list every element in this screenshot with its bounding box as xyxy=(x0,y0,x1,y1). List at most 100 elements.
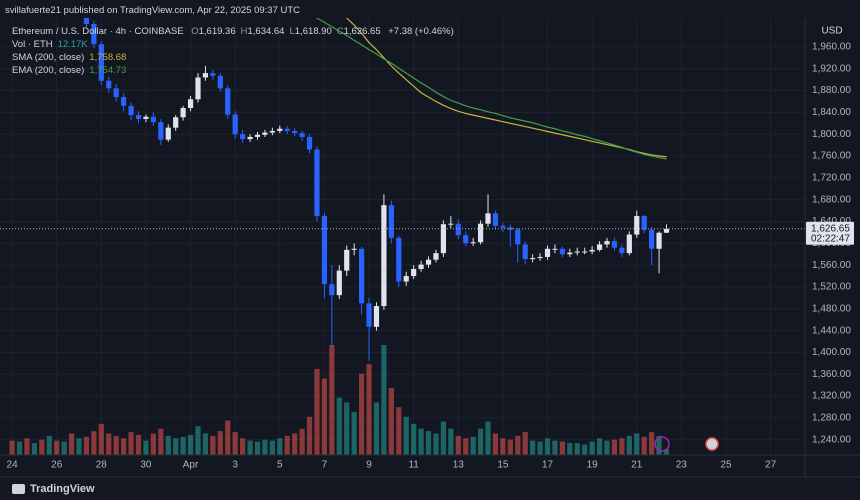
y-tick-label: 1,280.00 xyxy=(812,413,851,424)
volume-bar xyxy=(366,364,372,455)
x-tick-label: 28 xyxy=(96,460,108,471)
candle-body xyxy=(477,223,484,243)
volume-bar xyxy=(9,440,15,455)
volume-bar xyxy=(463,438,469,455)
candle-body xyxy=(284,128,290,131)
y-tick-label: 1,480.00 xyxy=(812,303,851,314)
volume-bar xyxy=(522,432,528,455)
x-tick-label: 15 xyxy=(497,460,509,471)
candle-body xyxy=(254,134,261,137)
volume-bar xyxy=(247,440,253,455)
volume-bar xyxy=(574,443,580,455)
volume-bar xyxy=(544,438,551,455)
candle-body xyxy=(336,270,342,296)
volume-bar xyxy=(351,411,357,455)
volume-bar xyxy=(269,440,275,455)
event-icon[interactable] xyxy=(705,437,719,451)
candle-body xyxy=(262,132,268,135)
candle-layer xyxy=(0,18,805,361)
volume-bar xyxy=(225,420,231,455)
x-tick-label: 5 xyxy=(277,460,283,471)
candle-body xyxy=(344,249,350,271)
candle-body xyxy=(552,248,558,250)
y-tick-label: 1,240.00 xyxy=(812,434,851,445)
sma-legend: SMA (200, close) 1,758.68 xyxy=(12,52,126,63)
candle-body xyxy=(403,276,409,282)
volume-bar xyxy=(403,416,409,455)
candle-body xyxy=(381,205,387,307)
y-tick-label: 1,520.00 xyxy=(812,282,851,293)
legend-value: 12.17K xyxy=(57,39,88,50)
volume-bar xyxy=(39,439,45,455)
x-tick-label: Apr xyxy=(183,460,199,471)
volume-bar xyxy=(477,428,484,455)
x-tick-label: 27 xyxy=(765,460,777,471)
volume-bar xyxy=(68,433,75,455)
countdown: 02:22:47 xyxy=(811,233,850,244)
volume-bar xyxy=(106,433,112,455)
volume-bar xyxy=(217,431,223,455)
candle-body xyxy=(180,108,186,118)
volume-bar xyxy=(187,434,194,455)
x-tick-label: 3 xyxy=(232,460,238,471)
volume-bar xyxy=(83,436,90,455)
price-label: 1,626.65 xyxy=(811,223,850,234)
candle-body xyxy=(277,128,283,131)
volume-bar xyxy=(455,435,461,455)
volume-bar xyxy=(299,428,305,455)
volume-bar xyxy=(329,345,335,455)
volume-bar xyxy=(54,440,60,455)
y-tick-label: 1,320.00 xyxy=(812,391,851,402)
volume-bar xyxy=(663,449,670,455)
candle-body xyxy=(150,116,156,123)
volume-bar xyxy=(180,436,186,455)
event-icon[interactable] xyxy=(654,436,670,452)
change: +7.38 (+0.46%) xyxy=(388,26,454,37)
candle-body xyxy=(515,229,521,245)
volume-bar xyxy=(641,436,647,455)
candle-body xyxy=(530,258,536,260)
candle-body xyxy=(299,133,305,137)
y-tick-label: 1,440.00 xyxy=(812,325,851,336)
volume-bar xyxy=(128,432,134,455)
symbol-row: Ethereum / U.S. Dollar · 4h · COINBASE O… xyxy=(12,26,454,37)
volume-bar xyxy=(24,438,30,455)
volume-bar xyxy=(135,434,142,455)
candle-body xyxy=(225,88,231,115)
volume-bar xyxy=(284,435,290,455)
brand-logo xyxy=(12,484,25,494)
legend-value: 1,758.68 xyxy=(89,52,127,63)
volume-bar xyxy=(143,440,149,455)
volume-bar xyxy=(358,373,365,455)
candle-body xyxy=(567,252,573,255)
volume-legend: Vol · ETH 12.17K xyxy=(12,39,88,50)
candle-body xyxy=(91,24,97,45)
volume-bar xyxy=(626,435,632,455)
candle-body xyxy=(366,303,372,327)
candle-body xyxy=(388,205,394,238)
candle-body xyxy=(619,247,625,254)
candle-body xyxy=(589,249,595,252)
candle-body xyxy=(269,130,275,133)
y-tick-label: 1,880.00 xyxy=(812,85,851,96)
ohlc-key: C xyxy=(336,26,344,37)
candle-body xyxy=(582,251,588,253)
volume-bar xyxy=(277,438,283,455)
x-tick-label: 11 xyxy=(408,460,419,471)
volume-bar xyxy=(485,421,491,455)
indicator-line xyxy=(315,18,667,160)
volume-bar xyxy=(165,435,171,455)
x-tick-label: 17 xyxy=(542,460,554,471)
volume-bar xyxy=(373,402,380,455)
indicator-line xyxy=(346,18,667,158)
volume-bar xyxy=(411,423,417,455)
ohlc: O1,619.36 H1,634.64 L1,618.90 C1,626.65 xyxy=(191,26,385,37)
x-tick-label: 9 xyxy=(366,460,372,471)
volume-bar xyxy=(656,435,662,455)
volume-bar xyxy=(381,345,387,455)
candle-body xyxy=(626,234,632,254)
candle-body xyxy=(559,248,565,255)
candle-body xyxy=(83,18,90,25)
x-tick-label: 23 xyxy=(676,460,688,471)
candle-body xyxy=(247,136,253,140)
